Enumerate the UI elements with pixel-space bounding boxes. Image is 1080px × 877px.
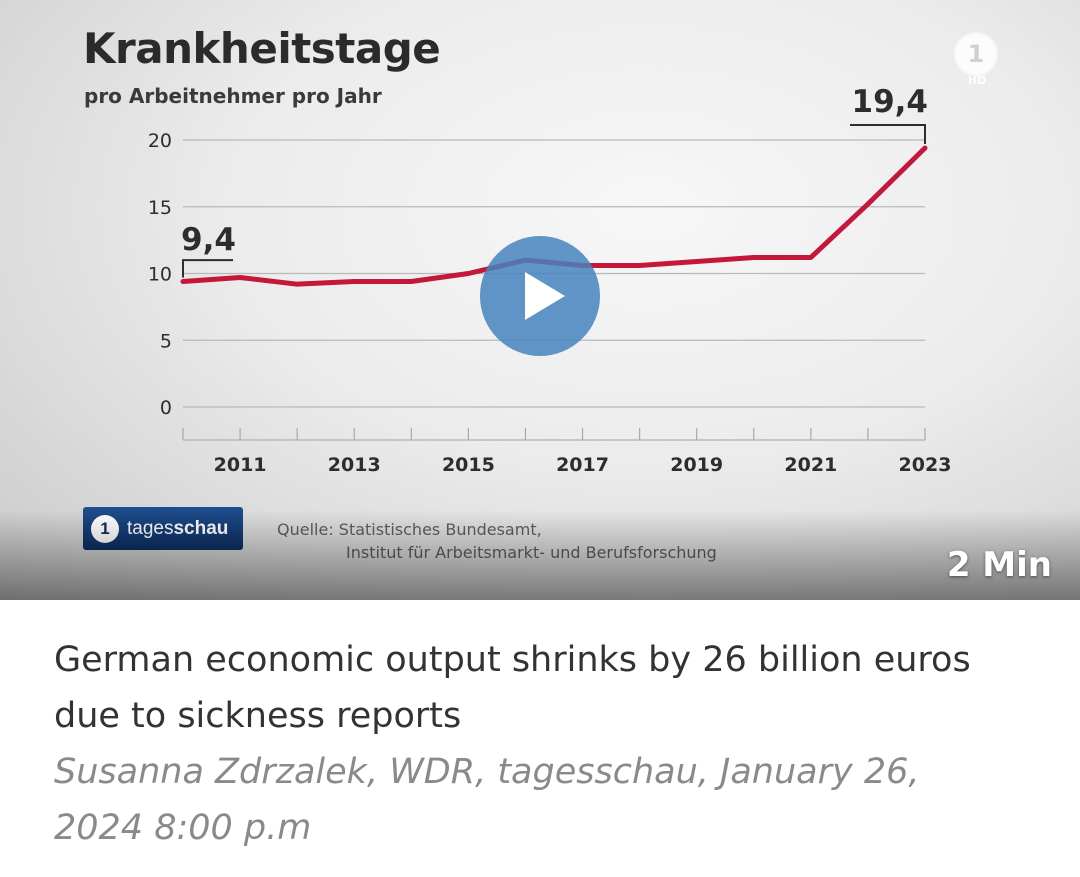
x-tick-label: 2011 [214, 454, 267, 476]
channel-logo-icon: 1 [956, 34, 996, 74]
tagesschau-logo: 1 tages schau [83, 507, 243, 550]
source-line-1: Quelle: Statistisches Bundesamt, [277, 520, 542, 539]
x-tick-label: 2023 [899, 454, 952, 476]
annotation-bracket [182, 259, 233, 278]
y-tick-label: 5 [160, 330, 172, 352]
x-tick-label: 2013 [328, 454, 381, 476]
article-meta: Susanna Zdrzalek, WDR, tagesschau, Janua… [54, 752, 920, 848]
line-chart: 0 5 10 15 20 2011 2013 2015 2017 2019 2021 2023 9,4 1… [148, 84, 952, 476]
y-tick-label: 10 [148, 264, 172, 286]
play-button[interactable] [480, 236, 600, 356]
brand-prefix: tages [127, 517, 174, 539]
chart-subtitle: pro Arbeitnehmer pro Jahr [84, 84, 382, 108]
tagesschau-emblem-icon: 1 [91, 514, 119, 543]
x-tick-label: 2015 [442, 454, 495, 476]
y-tick-label: 0 [160, 397, 172, 419]
annotation-label: 9,4 [181, 222, 236, 258]
annotation-bracket [850, 124, 926, 145]
x-tick-label: 2021 [784, 454, 837, 476]
source-line-2: Institut für Arbeitsmarkt- und Berufsfor… [346, 543, 717, 562]
x-tick-label: 2017 [556, 454, 609, 476]
y-tick-label: 20 [148, 130, 172, 152]
chart-source: Quelle: Statistisches Bundesamt, Institu… [277, 518, 717, 564]
annotation-label: 19,4 [852, 84, 929, 120]
play-icon [525, 272, 565, 320]
x-tick-label: 2019 [670, 454, 723, 476]
y-tick-label: 15 [148, 197, 172, 219]
video-player[interactable]: Krankheitstage pro Arbeitnehmer pro Jahr… [0, 0, 1080, 600]
channel-badge: 1 [967, 40, 985, 68]
article-caption[interactable]: German economic output shrinks by 26 bil… [54, 632, 1014, 856]
brand-suffix: schau [173, 517, 229, 539]
hd-badge: HD [968, 74, 987, 87]
article-headline[interactable]: German economic output shrinks by 26 bil… [54, 640, 971, 736]
video-duration: 2 Min [946, 545, 1052, 585]
chart-title: Krankheitstage [83, 24, 441, 73]
